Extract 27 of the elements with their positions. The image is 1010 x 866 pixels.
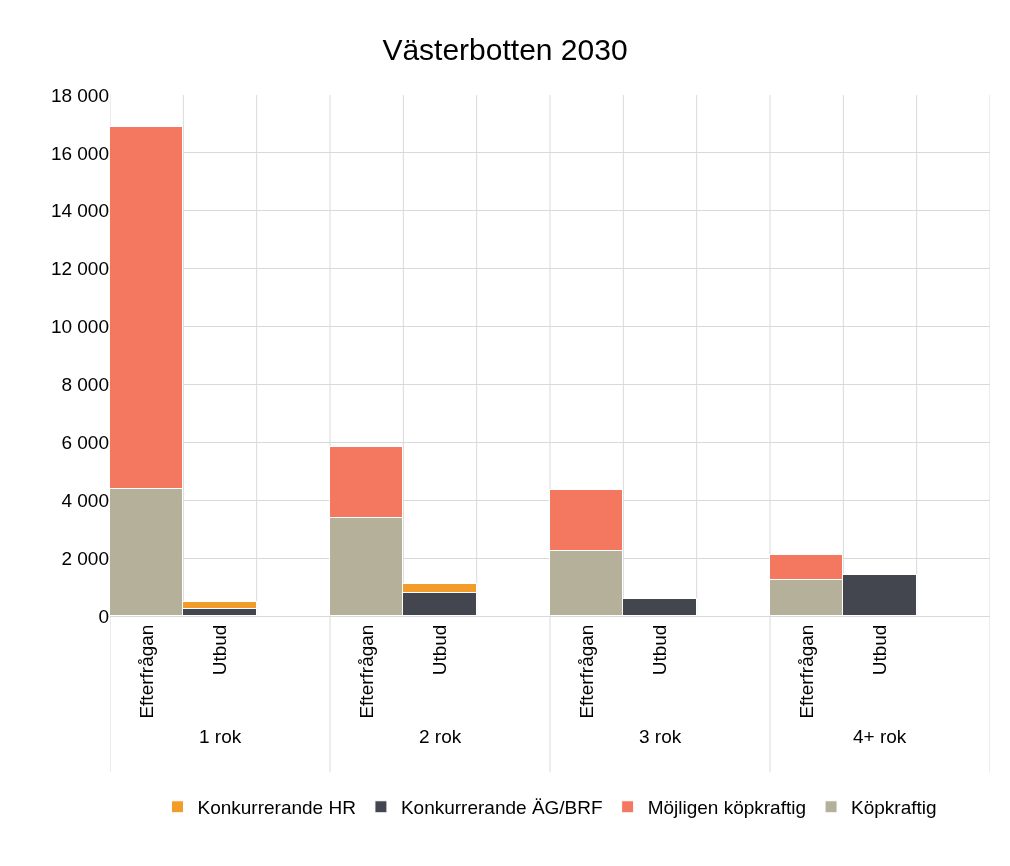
y-tick-label: 10 000 — [50, 316, 109, 338]
x-tick-label: Efterfrågan — [135, 624, 157, 719]
y-tick-label: 4 000 — [61, 489, 109, 511]
text: 4+ rok — [853, 726, 907, 747]
legend-label: Köpkraftig — [851, 797, 937, 819]
legend-label: Konkurrerande ÄG/BRF — [400, 797, 603, 819]
legend-label: Möjligen köpkraftig — [647, 797, 807, 819]
text: 3 rok — [639, 726, 682, 747]
y-tick-label: 8 000 — [61, 374, 109, 396]
y-tick-label: 14 000 — [50, 200, 109, 222]
x-tick-label: Utbud — [649, 624, 671, 676]
y-tick-label: 12 000 — [50, 258, 109, 280]
text: 2 rok — [419, 726, 462, 747]
text: 1 rok — [199, 726, 242, 747]
x-tick-label: Utbud — [209, 624, 231, 676]
x-tick-label: Efterfrågan — [575, 624, 597, 719]
x-tick-label: Utbud — [429, 624, 451, 676]
y-tick-label: 2 000 — [61, 547, 109, 569]
y-tick-label: 0 — [98, 605, 109, 627]
x-tick-label: Efterfrågan — [795, 624, 817, 719]
y-tick-label: 16 000 — [50, 142, 109, 164]
y-tick-label: 6 000 — [61, 431, 109, 453]
legend-label: Konkurrerande HR — [197, 797, 356, 819]
x-tick-label: Utbud — [869, 624, 891, 676]
x-tick-label: Efterfrågan — [355, 624, 377, 719]
chart-title: Västerbotten 2030 — [382, 32, 628, 66]
y-tick-label: 18 000 — [50, 84, 109, 106]
